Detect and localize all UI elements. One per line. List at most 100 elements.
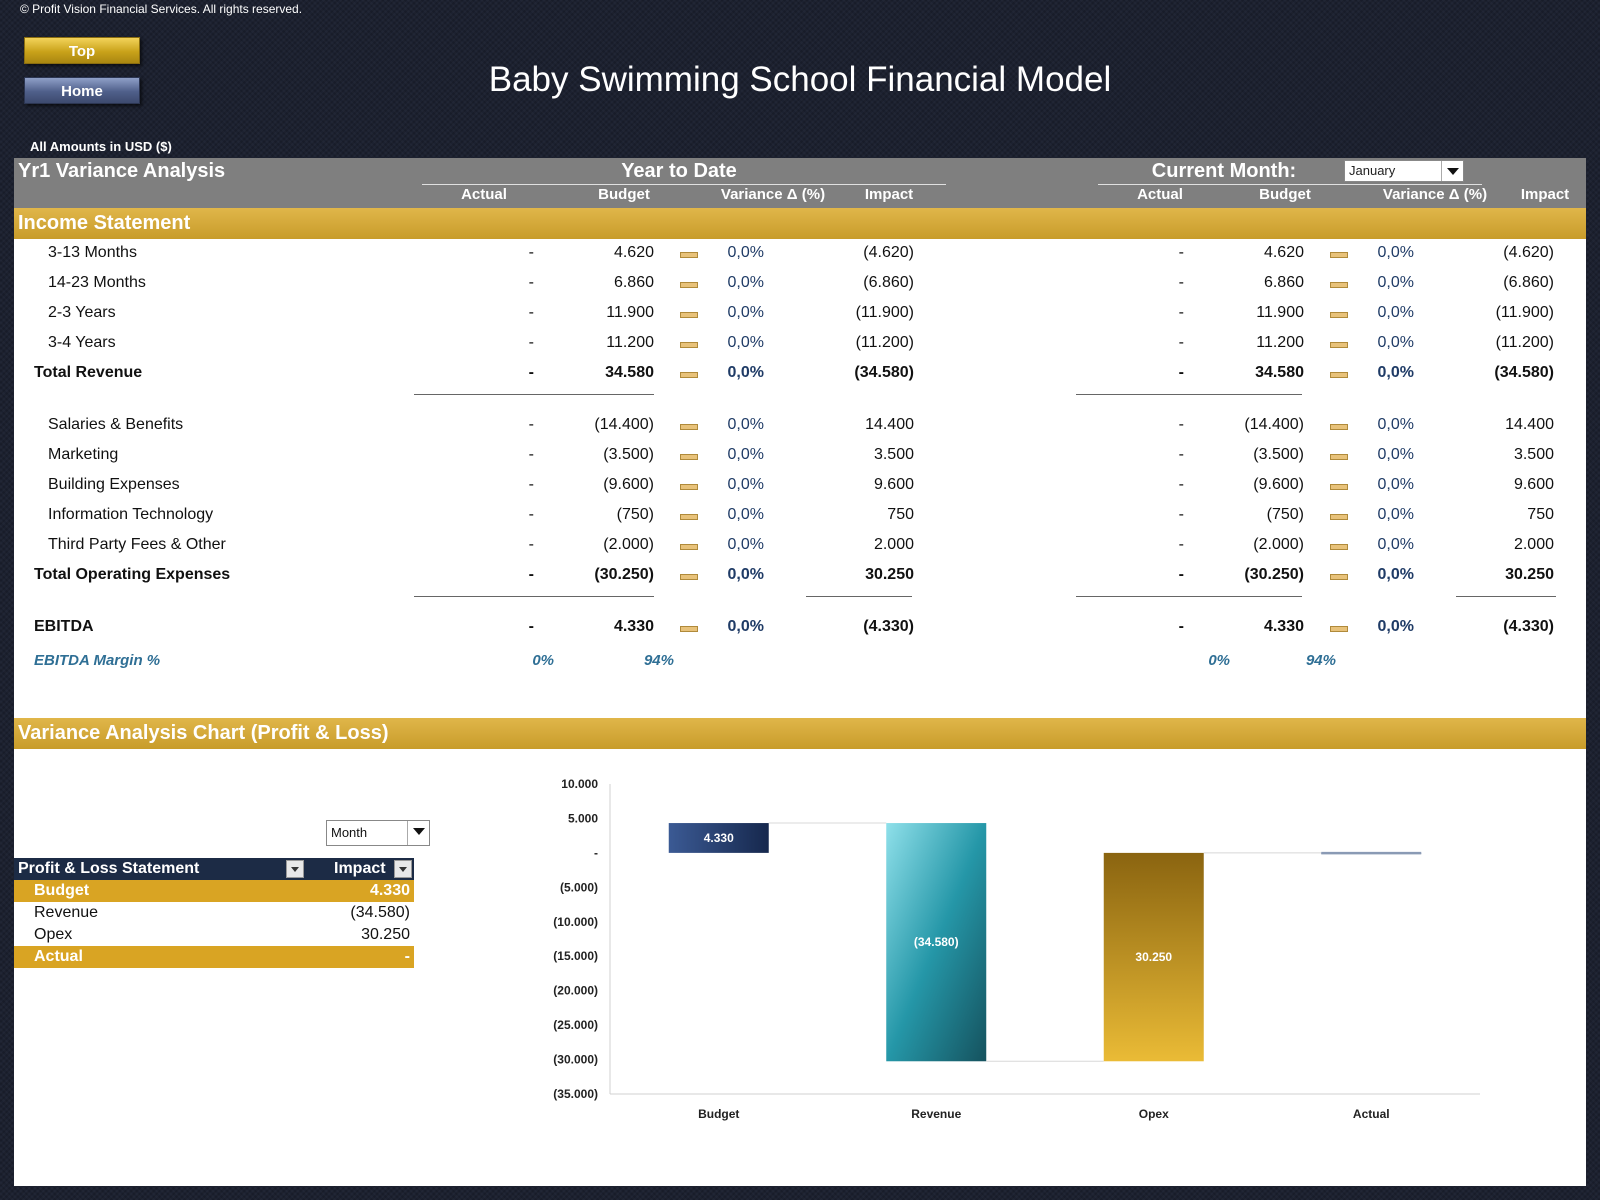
- ytd-actual: -: [528, 446, 534, 463]
- ytd-impact: 14.400: [865, 416, 914, 433]
- pl-table-header: Profit & Loss Statement Impact: [14, 858, 414, 880]
- chevron-down-icon[interactable]: [407, 821, 429, 845]
- cm-actual: -: [1178, 334, 1184, 351]
- ytd-budget: 4.620: [613, 244, 654, 261]
- period-dropdown[interactable]: Month: [326, 820, 430, 846]
- ytd-actual: -: [528, 364, 534, 381]
- income-statement-bar: Income Statement: [14, 208, 1586, 239]
- bar-opex: [1103, 852, 1204, 1062]
- table-row: Marketing - (3.500) 0,0% 3.500 - (3.500) 0,0% 3.…: [14, 440, 1586, 470]
- row-label: Marketing: [48, 446, 119, 463]
- bar-revenue: [886, 823, 987, 1062]
- ytd-budget: (30.250): [594, 566, 654, 583]
- month-dropdown[interactable]: January: [1344, 160, 1464, 182]
- ytd-variance: 0,0%: [727, 416, 764, 433]
- variance-bar-icon: [1330, 544, 1348, 550]
- variance-bar-icon: [1330, 514, 1348, 520]
- cm-actual: -: [1178, 416, 1184, 433]
- variance-header: Yr1 Variance Analysis Year to Date Curre…: [14, 158, 1586, 208]
- ytd-variance: 0,0%: [727, 244, 764, 261]
- page-title: Baby Swimming School Financial Model: [488, 60, 1112, 99]
- ytd-budget: (9.600): [603, 476, 654, 493]
- pl-row-label: Actual: [34, 948, 83, 965]
- table-row: Total Operating Expenses - (30.250) 0,0% 30.…: [14, 560, 1586, 590]
- variance-bar-icon: [1330, 574, 1348, 580]
- ytd-budget: 6.860: [613, 274, 654, 291]
- ytd-actual: -: [528, 274, 534, 291]
- ytd-variance: 0,0%: [727, 274, 764, 291]
- ytd-budget: (14.400): [594, 416, 654, 433]
- cm-impact: (34.580): [1494, 364, 1554, 381]
- ytd-budget: 11.900: [606, 304, 654, 321]
- variance-bar-icon: [1330, 626, 1348, 632]
- ytd-actual: -: [528, 476, 534, 493]
- variance-bar-icon: [1330, 282, 1348, 288]
- home-button[interactable]: Home: [24, 77, 140, 104]
- table-row: EBITDA - 4.330 0,0% (4.330) - 4.330 0,0% (4.330): [14, 612, 1586, 642]
- variance-bar-icon: [680, 574, 698, 580]
- table-row: Building Expenses - (9.600) 0,0% 9.600 - (9.60…: [14, 470, 1586, 500]
- cm-budget: (30.250): [1244, 566, 1304, 583]
- y-tick-label: 5.000: [568, 811, 598, 825]
- data-label: (34.580): [914, 935, 959, 949]
- chevron-down-icon[interactable]: [1441, 161, 1463, 181]
- chart-section-bar: Variance Analysis Chart (Profit & Loss): [14, 718, 1586, 749]
- table-row: Total Revenue - 34.580 0,0% (34.580) - 34.580 0…: [14, 358, 1586, 388]
- cm-budget: 6.860: [1263, 274, 1304, 291]
- cm-impact: 30.250: [1505, 566, 1554, 583]
- cm-margin-actual: 0%: [1208, 652, 1230, 669]
- y-tick-label: 10.000: [561, 777, 598, 791]
- variance-bar-icon: [1330, 252, 1348, 258]
- y-tick-label: (25.000): [553, 1018, 598, 1032]
- cm-impact: (6.860): [1503, 274, 1554, 291]
- cm-variance-header: Variance Δ (%): [1382, 186, 1488, 203]
- filter-icon[interactable]: [286, 860, 304, 878]
- ytd-budget: 11.200: [606, 334, 654, 351]
- ytd-impact-header: Impact: [864, 186, 914, 203]
- pl-table-row: Budget 4.330: [14, 880, 414, 902]
- cm-actual: -: [1178, 364, 1184, 381]
- row-label: 14-23 Months: [48, 274, 146, 291]
- ytd-variance: 0,0%: [727, 618, 764, 635]
- filter-icon[interactable]: [394, 860, 412, 878]
- cm-budget: 4.330: [1263, 618, 1304, 635]
- ytd-actual: -: [528, 566, 534, 583]
- variance-bar-icon: [680, 312, 698, 318]
- pl-row-value: 30.250: [361, 926, 410, 943]
- cm-margin-budget: 94%: [1305, 652, 1336, 669]
- cm-impact: (11.900): [1495, 304, 1554, 321]
- variance-bar-icon: [680, 252, 698, 258]
- variance-bar-icon: [680, 454, 698, 460]
- cm-actual: -: [1178, 446, 1184, 463]
- row-label: Total Revenue: [34, 364, 143, 381]
- variance-bar-icon: [1330, 372, 1348, 378]
- table-row: Third Party Fees & Other - (2.000) 0,0% 2.00…: [14, 530, 1586, 560]
- cm-variance: 0,0%: [1377, 304, 1414, 321]
- ytd-impact: (11.200): [855, 334, 914, 351]
- cm-actual: -: [1178, 506, 1184, 523]
- subtotal-underline: [414, 596, 654, 597]
- ytd-title: Year to Date: [621, 160, 737, 182]
- ytd-variance: 0,0%: [727, 446, 764, 463]
- table-row: 3-4 Years - 11.200 0,0% (11.200) - 11.200 0,0% (…: [14, 328, 1586, 358]
- ytd-variance: 0,0%: [727, 476, 764, 493]
- ytd-actual: -: [528, 244, 534, 261]
- cm-budget: (750): [1266, 506, 1304, 523]
- margin-label: EBITDA Margin %: [34, 652, 161, 669]
- ytd-impact: 3.500: [873, 446, 914, 463]
- currency-note: All Amounts in USD ($): [30, 139, 172, 154]
- cm-variance: 0,0%: [1377, 536, 1414, 553]
- cm-variance: 0,0%: [1377, 476, 1414, 493]
- cm-variance: 0,0%: [1377, 506, 1414, 523]
- y-tick-label: (20.000): [553, 984, 598, 998]
- cm-actual: -: [1178, 566, 1184, 583]
- row-label: Salaries & Benefits: [48, 416, 184, 433]
- cm-actual: -: [1178, 536, 1184, 553]
- cm-impact: 750: [1527, 506, 1554, 523]
- x-tick-label: Opex: [1139, 1107, 1169, 1121]
- pl-row-label: Budget: [34, 882, 90, 899]
- ytd-margin-budget: 94%: [643, 652, 674, 669]
- top-button[interactable]: Top: [24, 37, 140, 64]
- ytd-budget: (3.500): [603, 446, 654, 463]
- ebitda-margin-row: EBITDA Margin % 0% 94% 0% 94%: [14, 646, 1586, 676]
